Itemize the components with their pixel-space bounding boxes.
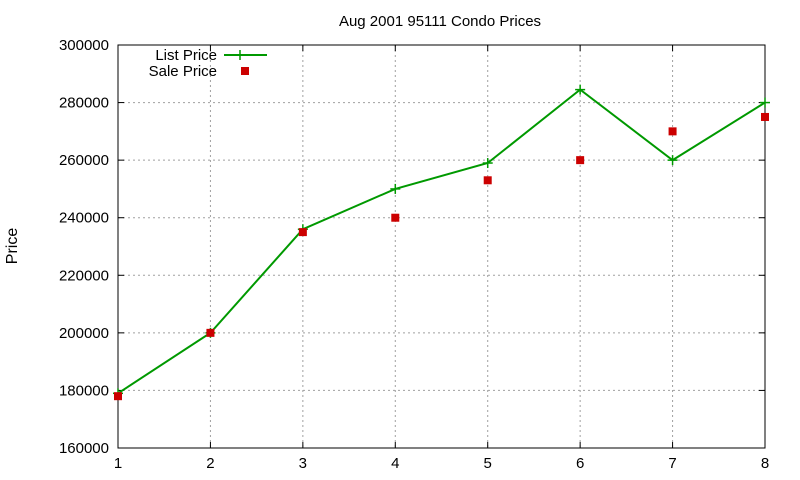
x-tick-label: 6 — [576, 455, 584, 472]
legend-label: Sale Price — [149, 63, 217, 80]
y-tick-label: 260000 — [59, 152, 109, 169]
y-axis-label: Price — [4, 228, 21, 265]
x-tick-label: 8 — [761, 455, 769, 472]
sale-price-point — [206, 328, 215, 337]
sale-price-point — [391, 213, 400, 222]
list-price-point — [760, 97, 770, 108]
list-price-point — [482, 158, 493, 169]
y-tick-label: 160000 — [59, 440, 109, 457]
plot-frame — [117, 44, 766, 449]
list-price-line — [117, 88, 766, 395]
y-tick-label: 300000 — [59, 37, 109, 54]
x-tick-labels: 1 2 3 4 5 6 7 8 — [114, 455, 769, 472]
list-price-point — [667, 155, 678, 166]
sale-price-point — [114, 392, 122, 401]
x-tick-label: 7 — [668, 455, 676, 472]
sale-price-point — [761, 112, 769, 121]
y-tick-labels: 160000 180000 200000 220000 240000 260000 2800… — [59, 37, 109, 457]
sale-price-point — [483, 176, 492, 185]
sale-price-point — [668, 127, 677, 136]
y-tick-label: 220000 — [59, 267, 109, 284]
series-layer — [113, 84, 770, 401]
y-tick-label: 280000 — [59, 95, 109, 112]
x-tick-label: 1 — [114, 455, 122, 472]
x-tick-label: 2 — [206, 455, 214, 472]
y-tick-label: 180000 — [59, 382, 109, 399]
x-tick-label: 5 — [484, 455, 492, 472]
y-tick-label: 240000 — [59, 210, 109, 227]
sale-price-point — [576, 156, 585, 165]
grid-lines — [118, 45, 765, 448]
legend-label: List Price — [155, 47, 217, 64]
x-tick-label: 3 — [299, 455, 307, 472]
chart-title: Aug 2001 95111 Condo Prices — [339, 13, 541, 30]
legend-swatch-square — [241, 67, 249, 75]
list-price-point — [575, 84, 586, 95]
tick-marks — [117, 44, 766, 449]
sale-price-point — [298, 228, 307, 237]
x-tick-label: 4 — [391, 455, 399, 472]
list-price-point — [390, 183, 401, 194]
y-tick-label: 200000 — [59, 325, 109, 342]
